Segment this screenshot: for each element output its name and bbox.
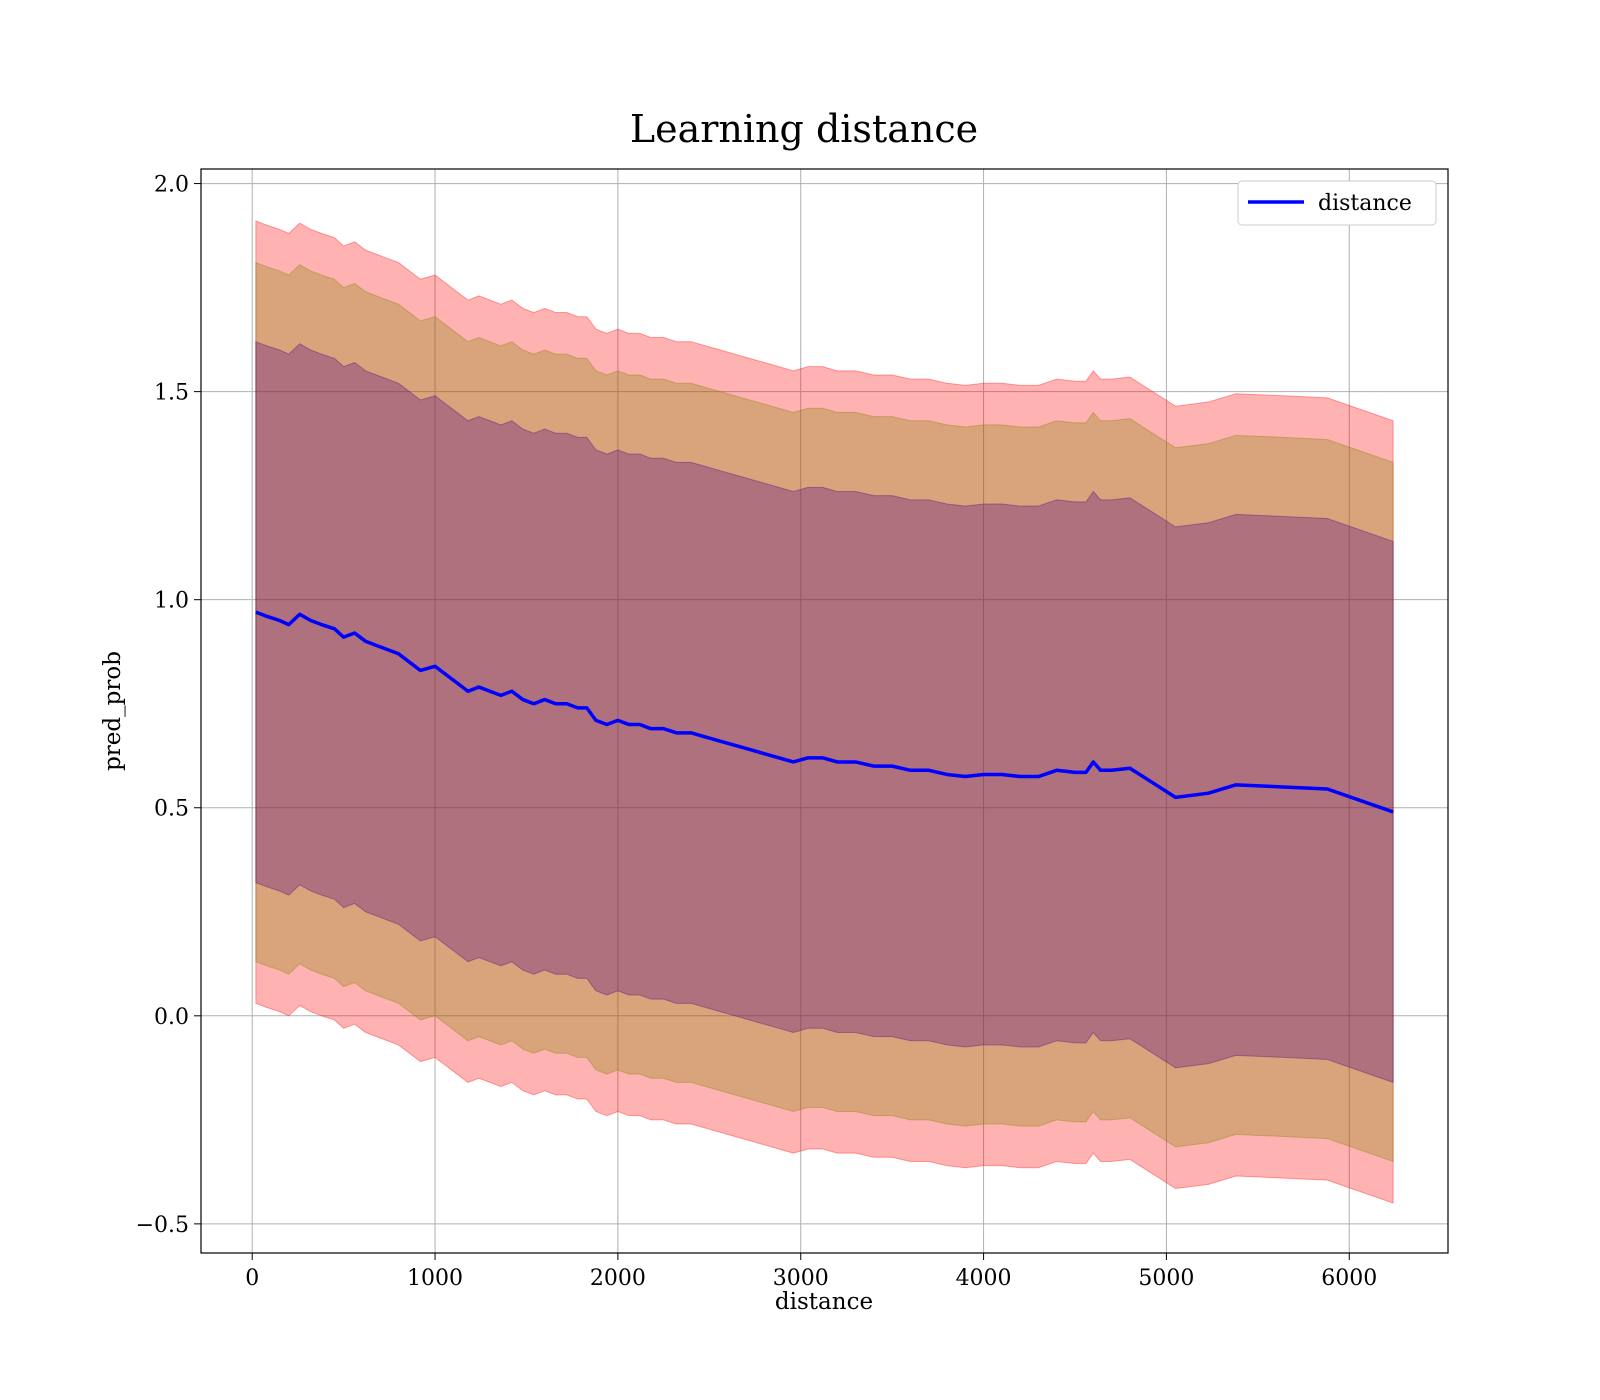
y-tick-label: 1.0 [154,589,189,614]
y-tick-label: 1.5 [154,381,189,406]
std-band-1 [255,220,1394,1204]
x-tick-label: 2000 [590,1266,646,1291]
chart-title: Learning distance [630,107,978,151]
y-tick-label: 2.0 [154,173,189,198]
plot-frame [200,168,1449,1254]
x-axis-ticks: 0 1000 2000 3000 4000 5000 6000 [245,1253,1377,1291]
std-band-2 [255,261,1394,1163]
series-line-distance [255,610,1394,814]
y-tick-label: 0.5 [154,797,189,822]
x-tick-label: 0 [245,1266,259,1291]
x-tick-label: 4000 [956,1266,1012,1291]
series-lines [255,610,1394,814]
legend: distance [1237,180,1437,226]
std-band-3 [255,340,1394,1084]
legend-label-distance: distance [1318,191,1412,216]
x-tick-label: 1000 [407,1266,463,1291]
y-axis-label: pred_prob [100,651,126,771]
std-bands [255,220,1394,1204]
y-tick-label: −0.5 [136,1213,189,1238]
y-tick-label: 0.0 [154,1005,189,1030]
x-axis-label: distance [775,1289,873,1315]
legend-box [1237,180,1437,226]
x-tick-label: 5000 [1138,1266,1194,1291]
y-axis-ticks: −0.5 0.0 0.5 1.0 1.5 2.0 [136,173,201,1238]
x-tick-label: 6000 [1321,1266,1377,1291]
x-tick-label: 3000 [773,1266,829,1291]
